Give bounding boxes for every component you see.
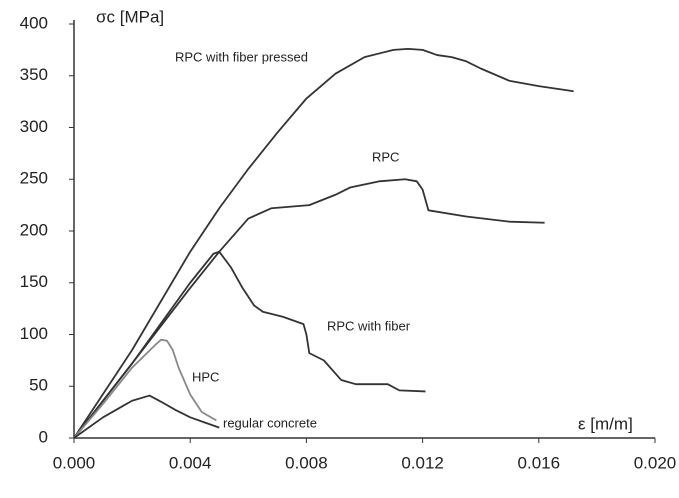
series-label: RPC with fiber pressed — [175, 49, 308, 64]
x-tick-label: 0.016 — [518, 453, 561, 472]
y-tick-label: 50 — [29, 376, 48, 395]
x-tick-label: 0.008 — [285, 453, 328, 472]
y-tick-label: 100 — [20, 324, 48, 343]
x-tick-label: 0.004 — [169, 453, 212, 472]
y-tick-label: 150 — [20, 272, 48, 291]
y-tick-label: 400 — [20, 13, 48, 32]
y-tick-label: 250 — [20, 169, 48, 188]
series-line — [73, 47, 574, 439]
series-line — [73, 338, 217, 439]
x-axis-label: ε [m/m] — [578, 414, 633, 433]
series-label: HPC — [192, 369, 219, 384]
x-tick-label: 0.012 — [401, 453, 444, 472]
series-line — [73, 178, 545, 439]
y-tick-label: 0 — [39, 427, 48, 446]
y-axis-label: σc [MPa] — [96, 7, 164, 26]
series-label: regular concrete — [223, 415, 317, 430]
x-tick-label: 0.000 — [53, 453, 96, 472]
series-line — [73, 250, 426, 439]
x-tick-label: 0.020 — [634, 453, 677, 472]
series-label: RPC — [372, 149, 399, 164]
y-tick-label: 200 — [20, 220, 48, 239]
series-label: RPC with fiber — [327, 318, 411, 333]
series-line — [73, 394, 220, 439]
y-tick-label: 350 — [20, 65, 48, 84]
y-tick-label: 300 — [20, 117, 48, 136]
